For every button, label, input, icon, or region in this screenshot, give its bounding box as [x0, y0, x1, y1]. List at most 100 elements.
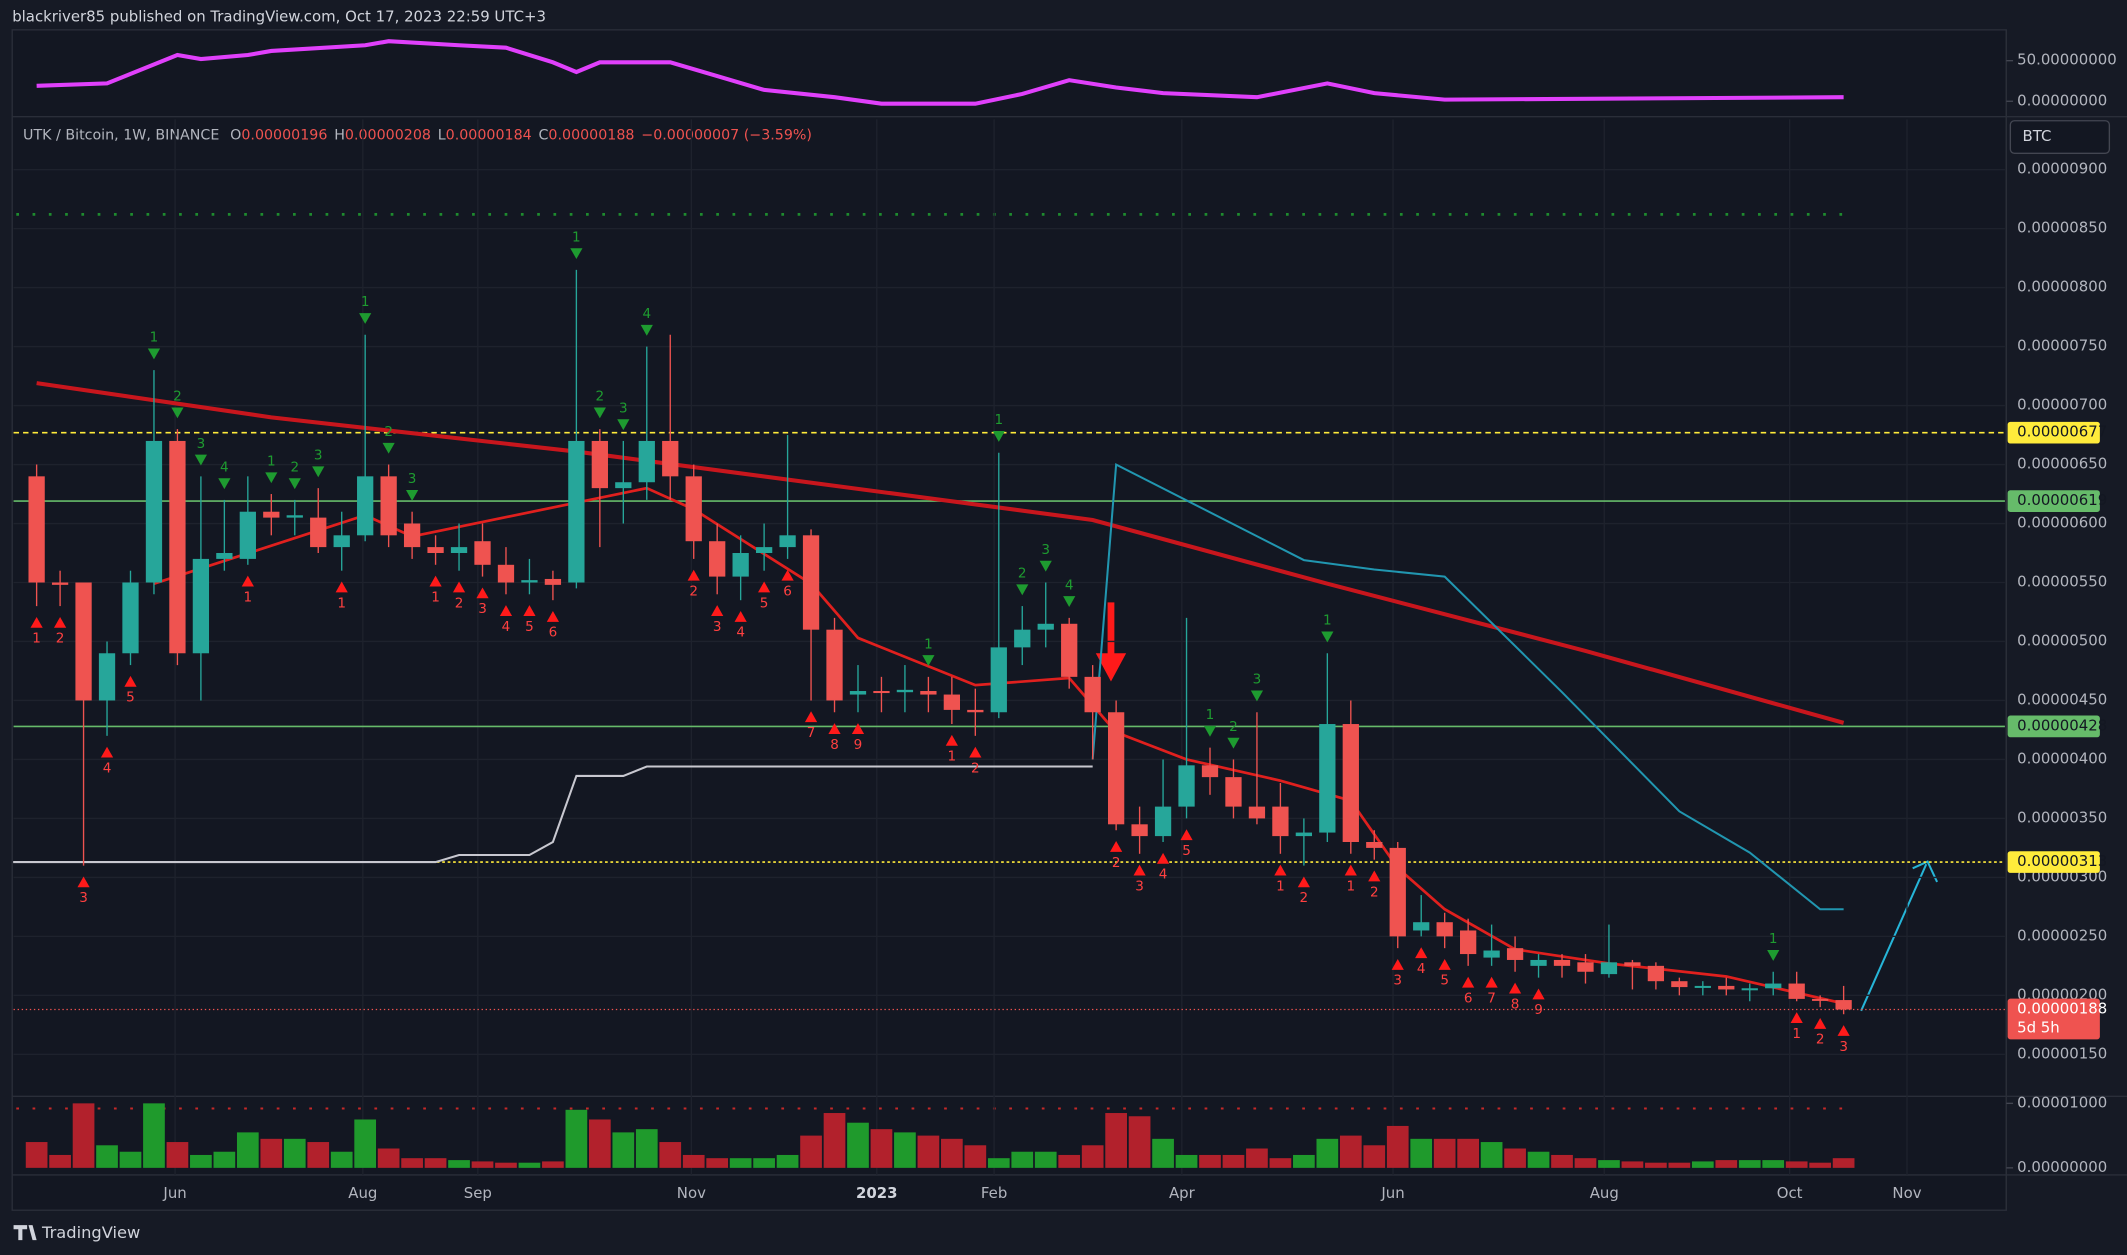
td-count: 3 — [478, 601, 487, 617]
candle-body — [1413, 922, 1430, 931]
td-count: 4 — [220, 459, 229, 475]
x-tick-label: Apr — [1169, 1184, 1196, 1202]
volume-bar — [96, 1145, 118, 1168]
td-marker — [476, 587, 489, 599]
candle-body — [1154, 806, 1172, 837]
volume-bar — [612, 1132, 635, 1168]
candle-body — [1812, 998, 1829, 1001]
td-marker — [617, 419, 630, 431]
x-tick-label: 2023 — [856, 1184, 897, 1202]
candle-body — [638, 440, 655, 483]
td-marker — [1133, 864, 1146, 876]
td-count: 1 — [267, 453, 276, 469]
candle-body — [75, 582, 92, 701]
td-marker — [359, 313, 372, 324]
td-count: 5 — [126, 690, 135, 706]
volume-bar — [377, 1148, 400, 1168]
td-marker — [711, 605, 724, 616]
volume-bar — [119, 1151, 142, 1168]
chart-frame — [11, 29, 2007, 1211]
td-marker — [1814, 1017, 1827, 1029]
td-count: 1 — [431, 589, 440, 605]
td-count: 1 — [244, 589, 253, 605]
volume-bar — [1551, 1154, 1573, 1168]
candle-body — [1600, 962, 1618, 975]
volume-bar — [1809, 1162, 1832, 1168]
candle-body — [1037, 623, 1054, 630]
candle-body — [1718, 985, 1735, 990]
volume-bar — [330, 1151, 353, 1168]
candle-body — [1342, 724, 1359, 843]
volume-bar — [260, 1138, 283, 1168]
td-count: 2 — [1229, 719, 1238, 735]
volume-bar — [401, 1158, 423, 1168]
td-count: 4 — [736, 625, 745, 641]
symbol-legend: UTK / Bitcoin, 1W, BINANCE O0.00000196 H0.… — [23, 128, 812, 144]
volume-bar — [776, 1154, 799, 1168]
candle-body — [474, 541, 491, 565]
y-tick-label: 0.00000450 — [2017, 690, 2107, 708]
countdown-label: 5d 5h — [2017, 1018, 2060, 1036]
td-count: 2 — [384, 424, 393, 440]
td-marker — [241, 575, 254, 587]
td-marker — [1344, 864, 1357, 876]
candle-body — [1248, 806, 1266, 819]
x-tick-label: Jun — [162, 1184, 186, 1202]
td-marker — [546, 611, 560, 622]
level-badge — [2007, 715, 2100, 738]
candle-body — [802, 535, 820, 630]
candle-body — [310, 517, 327, 548]
volume-bar — [1738, 1160, 1761, 1168]
td-count: 2 — [689, 583, 698, 599]
td-marker — [570, 248, 583, 260]
volume-bar — [1480, 1142, 1503, 1168]
volume-bar — [847, 1122, 869, 1168]
candle-body — [779, 535, 796, 548]
currency-button[interactable] — [2009, 120, 2111, 154]
td-count: 2 — [1018, 566, 1027, 582]
candle-body — [216, 553, 233, 559]
td-count: 5 — [760, 595, 769, 611]
td-marker — [1837, 1025, 1850, 1036]
td-count: 9 — [1534, 1002, 1543, 1018]
td-marker — [1321, 631, 1334, 643]
td-count: 1 — [924, 636, 933, 652]
candle-body — [1624, 962, 1641, 966]
td-marker — [218, 478, 231, 490]
td-marker — [499, 605, 513, 616]
td-count: 3 — [619, 400, 628, 416]
td-marker — [406, 490, 419, 501]
volume-bar — [1246, 1148, 1268, 1168]
td-count: 2 — [173, 389, 182, 405]
td-count: 1 — [1769, 931, 1778, 947]
td-count: 1 — [32, 631, 41, 647]
volume-bar — [1598, 1160, 1620, 1168]
volume-bar — [1410, 1138, 1433, 1168]
volume-bar — [1762, 1160, 1785, 1168]
y-tick-label: 0.00000400 — [2017, 749, 2107, 767]
td-count: 2 — [56, 631, 65, 647]
td-count: 6 — [1464, 990, 1473, 1006]
td-count: 6 — [783, 583, 792, 599]
candle-body — [685, 476, 702, 542]
volume-bar — [729, 1158, 752, 1168]
td-count: 8 — [830, 737, 839, 753]
y-tick-label: 0.00000350 — [2017, 808, 2107, 826]
td-marker — [992, 431, 1005, 442]
td-marker — [1532, 988, 1545, 1000]
candle-body — [709, 541, 726, 577]
y-tick-label: 0.00000550 — [2017, 572, 2107, 590]
td-marker — [687, 569, 700, 581]
volume-bar — [1527, 1151, 1550, 1168]
td-marker — [1180, 829, 1193, 841]
y-tick-label: 0.00000150 — [2017, 1044, 2107, 1062]
td-marker — [1508, 982, 1522, 994]
volume-bar — [1574, 1158, 1597, 1168]
currency-label[interactable]: BTC — [2023, 127, 2052, 145]
y-tick-label: 0.00000900 — [2017, 160, 2107, 178]
volume-bar — [213, 1151, 236, 1168]
candle-body — [591, 440, 608, 489]
td-count: 3 — [79, 890, 88, 906]
volume-bar — [1128, 1116, 1151, 1168]
